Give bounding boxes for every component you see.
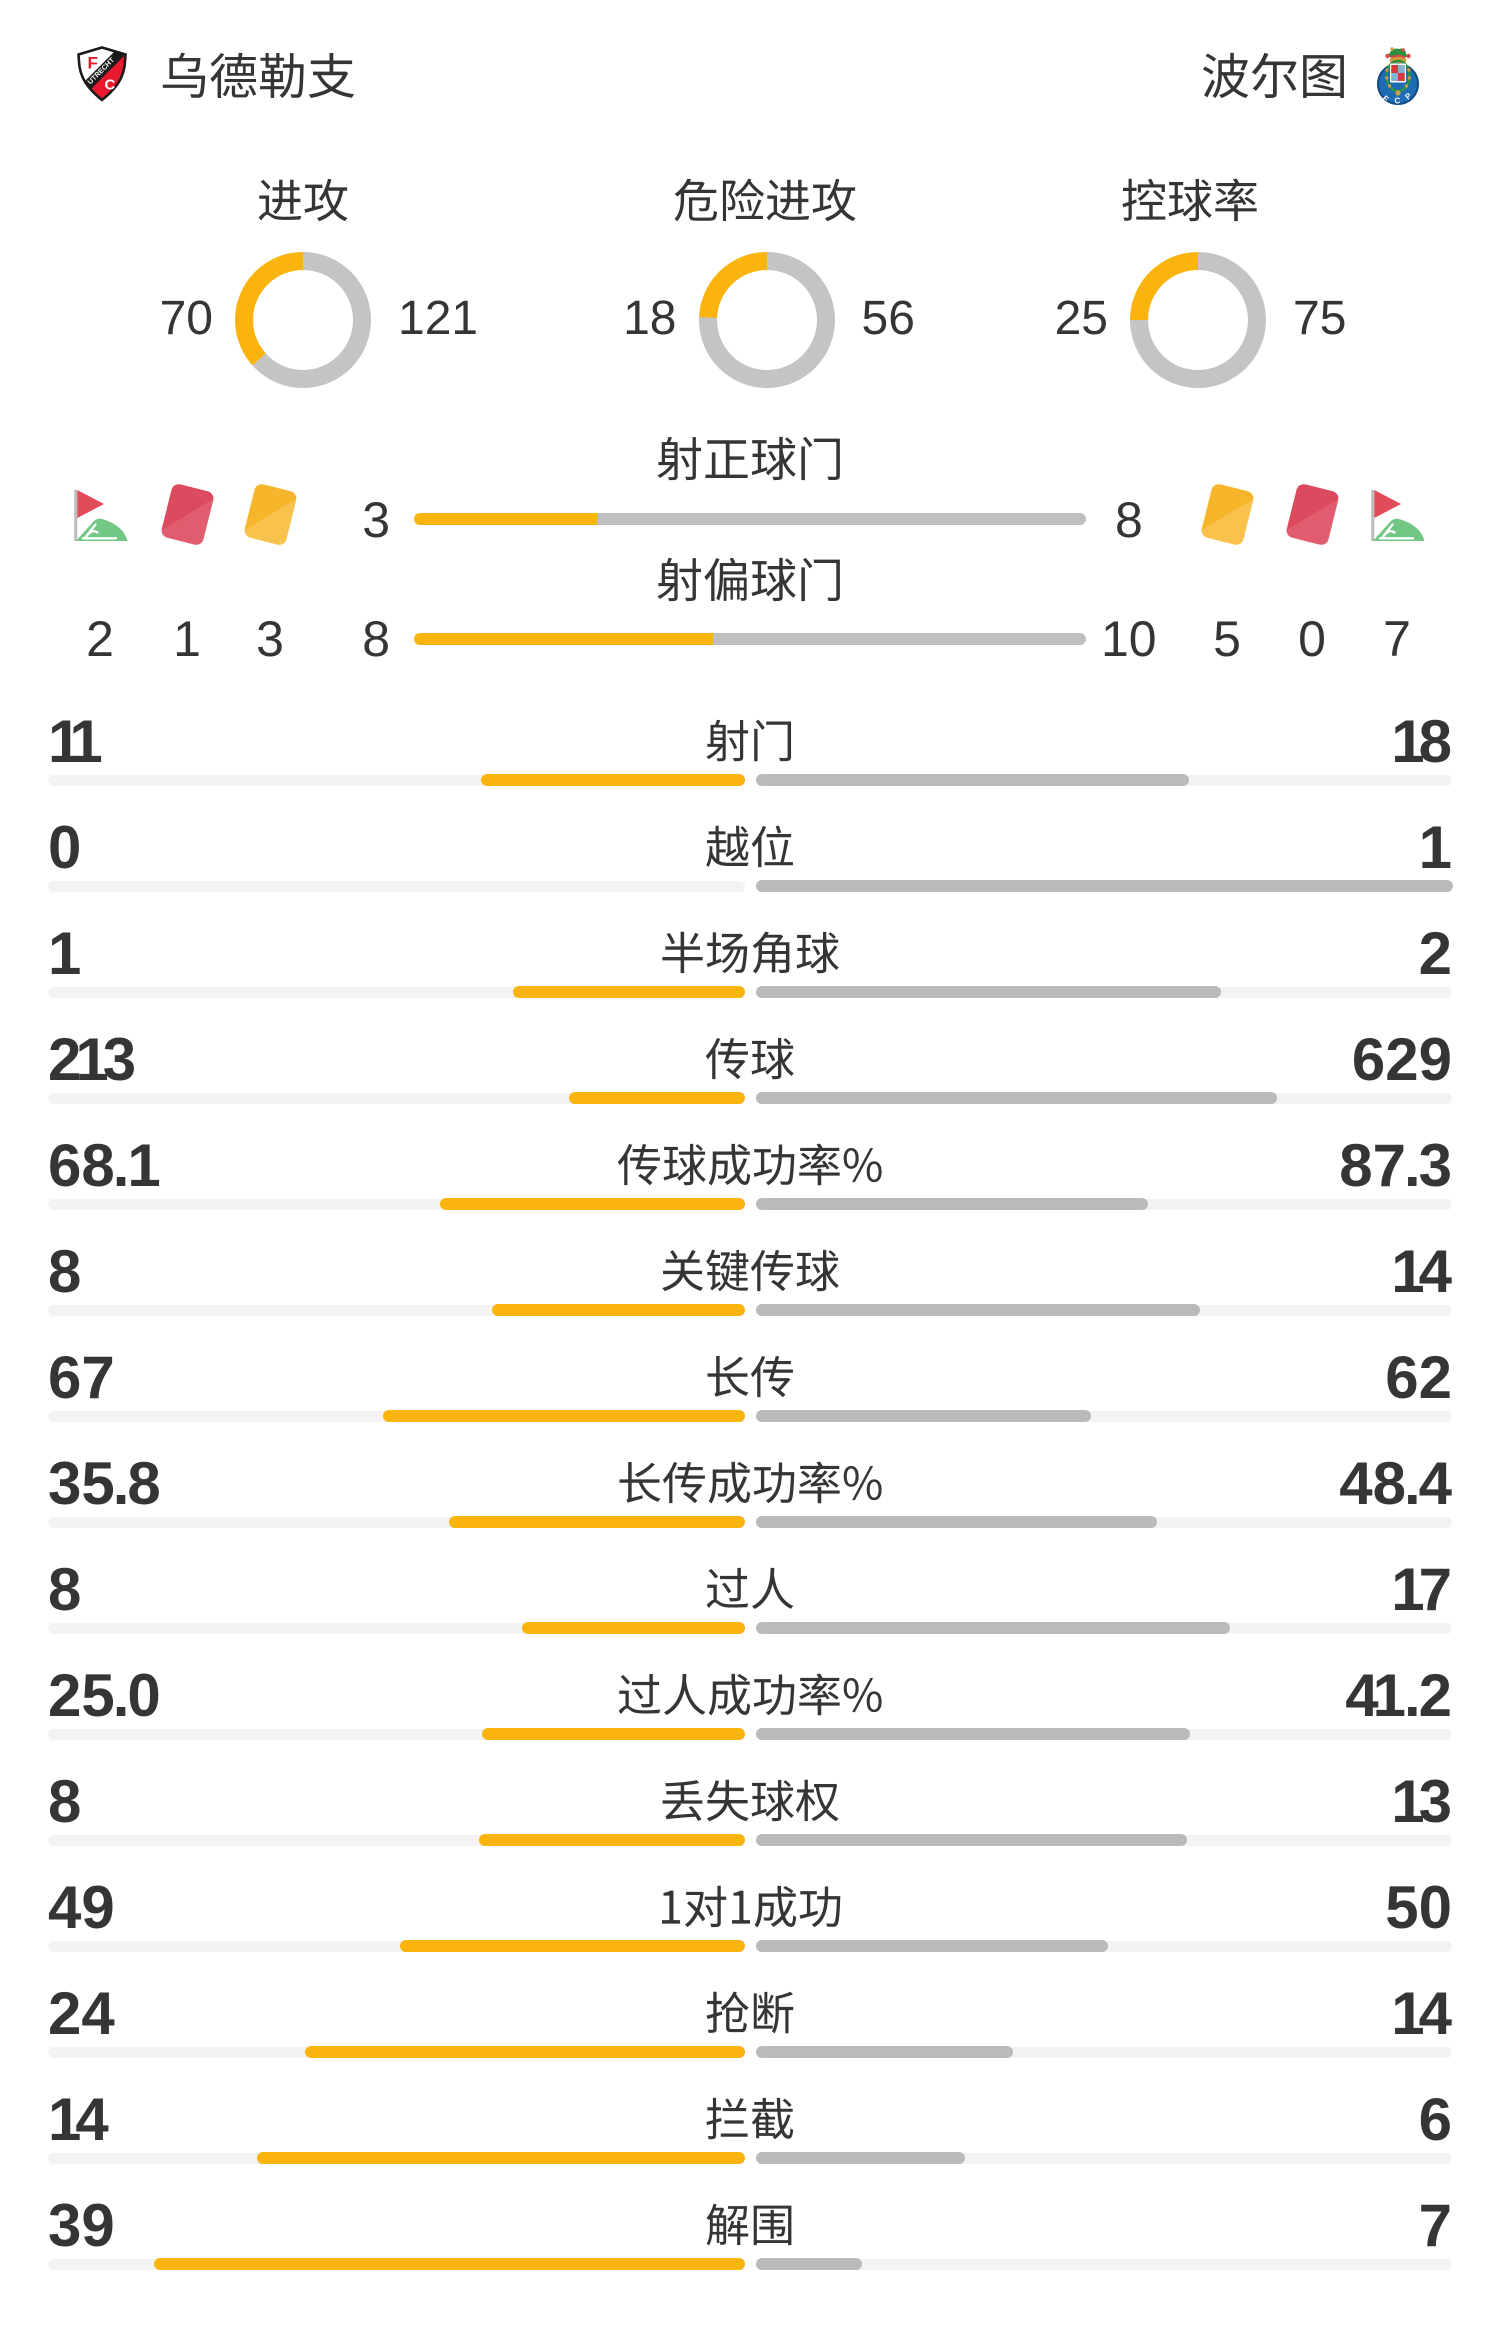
svg-text:C: C bbox=[105, 77, 116, 94]
svg-text:F: F bbox=[88, 54, 98, 73]
svg-text:F: F bbox=[1381, 94, 1391, 104]
svg-text:C: C bbox=[1395, 97, 1401, 106]
svg-text:P: P bbox=[1403, 91, 1413, 102]
